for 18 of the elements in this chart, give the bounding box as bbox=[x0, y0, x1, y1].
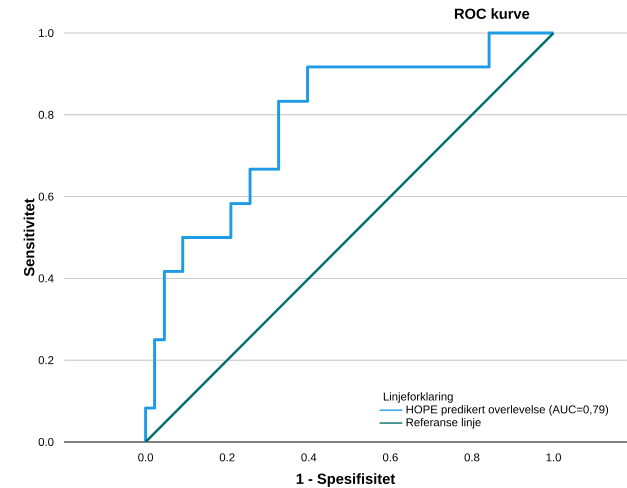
legend-label: Referanse linje bbox=[406, 418, 481, 429]
x-tick-label: 1.0 bbox=[546, 453, 561, 462]
y-tick-label: 0.2 bbox=[38, 356, 54, 364]
y-tick-label: 1.0 bbox=[39, 28, 54, 37]
x-tick-label: 0.4 bbox=[301, 453, 316, 462]
x-tick-label: 0.0 bbox=[138, 453, 154, 462]
x-tick-label: 0.8 bbox=[464, 453, 480, 462]
y-tick-label: 0.8 bbox=[38, 110, 54, 119]
y-tick-label: 0.0 bbox=[38, 438, 54, 446]
chart-title: ROC kurve bbox=[454, 8, 530, 19]
x-tick-label: 0.2 bbox=[220, 453, 234, 462]
y-tick-label: 0.4 bbox=[38, 274, 54, 282]
y-axis-title: Sensitivitet bbox=[24, 198, 34, 276]
legend-title: Linjeforklaring bbox=[384, 392, 453, 403]
x-tick-label: 0.6 bbox=[382, 453, 398, 462]
y-tick-label: 0.6 bbox=[38, 192, 54, 201]
legend-label: HOPE predikert overlevelse (AUC=0,79) bbox=[406, 405, 608, 416]
x-axis-title: 1 - Spesifisitet bbox=[296, 473, 396, 487]
